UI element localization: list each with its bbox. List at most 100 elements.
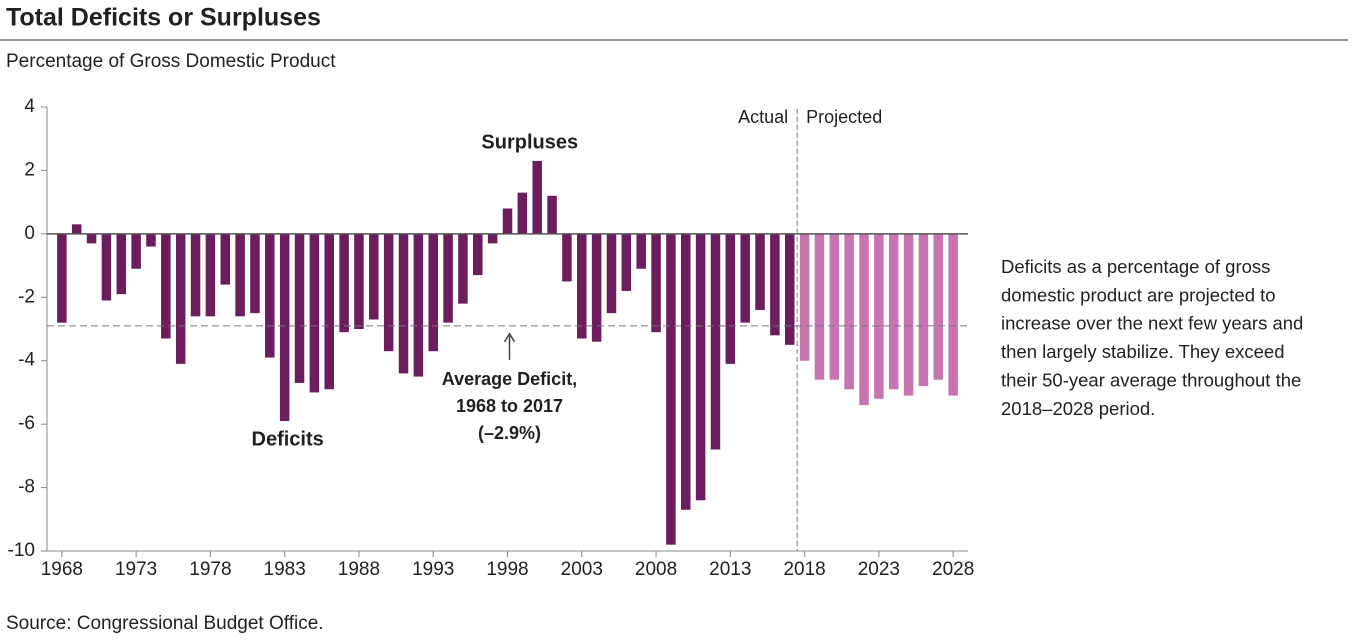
bar <box>161 233 171 339</box>
bar <box>309 233 320 393</box>
bar <box>175 233 186 364</box>
bar <box>799 233 810 361</box>
bar <box>369 233 379 320</box>
bar <box>339 233 349 333</box>
x-tick-label: 2008 <box>635 559 677 580</box>
side-note: Deficits as a percentage of gross <box>1001 256 1270 277</box>
x-tick-label: 1998 <box>486 559 528 580</box>
x-tick-label: 1993 <box>412 559 454 580</box>
bar <box>250 233 260 314</box>
bar <box>487 233 498 244</box>
bar <box>755 233 765 310</box>
bar <box>220 233 231 285</box>
chart-title: Total Deficits or Surpluses <box>6 4 321 32</box>
side-note: then largely stabilize. They exceed <box>1001 341 1285 362</box>
x-tick-label: 1983 <box>264 559 306 580</box>
bar <box>740 233 750 323</box>
bar <box>948 233 958 396</box>
side-note: 2018–2028 period. <box>1001 398 1155 419</box>
x-tick-label: 1978 <box>189 559 231 580</box>
bar <box>354 233 364 329</box>
bar <box>57 233 67 323</box>
bar <box>398 233 409 374</box>
x-tick-label: 2013 <box>709 559 751 580</box>
average-label: (–2.9%) <box>478 423 541 443</box>
bar <box>859 233 869 406</box>
bar <box>86 233 97 244</box>
bar <box>888 233 899 390</box>
y-tick-label: -8 <box>18 477 35 498</box>
bar <box>710 233 721 450</box>
bar <box>829 233 840 380</box>
bar <box>324 233 334 390</box>
x-tick-label: 1988 <box>338 559 380 580</box>
bar <box>458 233 468 304</box>
x-tick-label: 1968 <box>41 559 83 580</box>
bar <box>294 233 305 383</box>
y-tick-label: 2 <box>24 159 35 180</box>
bar <box>547 195 557 234</box>
bar <box>413 233 424 377</box>
bar <box>146 233 156 247</box>
bar <box>695 233 706 501</box>
average-arrowhead <box>503 332 516 343</box>
source: Source: Congressional Budget Office. <box>6 613 324 634</box>
average-label: 1968 to 2017 <box>456 396 563 416</box>
y-tick-label: -4 <box>18 350 35 371</box>
x-tick-label: 1973 <box>115 559 157 580</box>
bar <box>681 233 691 510</box>
bar <box>606 233 617 314</box>
bar <box>844 233 854 390</box>
x-tick-label: 2023 <box>858 559 900 580</box>
bar <box>443 233 453 323</box>
bar <box>591 233 602 342</box>
legend-actual: Actual <box>738 107 788 127</box>
bar <box>933 233 944 380</box>
y-tick-label: 4 <box>24 96 35 117</box>
bar <box>502 208 513 234</box>
bar <box>903 233 914 396</box>
bar <box>784 233 795 345</box>
bar <box>101 233 112 301</box>
bar <box>428 233 438 352</box>
y-tick-label: -6 <box>18 413 35 434</box>
bar <box>517 192 528 234</box>
chart-subtitle: Percentage of Gross Domestic Product <box>6 51 336 72</box>
y-tick-label: 0 <box>24 223 35 244</box>
bar <box>131 233 141 269</box>
bar <box>532 160 542 234</box>
y-tick-label: -2 <box>18 286 35 307</box>
bar <box>725 233 736 364</box>
side-note: increase over the next few years and <box>1001 313 1303 334</box>
y-tick-label: -10 <box>8 540 35 561</box>
bar <box>918 233 929 387</box>
bar <box>205 233 216 317</box>
bar <box>621 233 632 291</box>
x-tick-label: 2018 <box>783 559 825 580</box>
side-note: their 50-year average throughout the <box>1001 369 1301 390</box>
legend-projected: Projected <box>806 107 882 127</box>
bar <box>71 224 82 234</box>
bar <box>235 233 245 317</box>
x-tick-label: 2028 <box>932 559 974 580</box>
side-note: domestic product are projected to <box>1001 284 1276 305</box>
bar <box>265 233 275 358</box>
bar <box>473 233 483 276</box>
annotation-surpluses: Surpluses <box>481 131 578 153</box>
bar <box>116 233 127 295</box>
average-label: Average Deficit, <box>442 369 577 389</box>
x-tick-label: 2003 <box>561 559 603 580</box>
bar <box>636 233 646 269</box>
bar <box>279 233 290 421</box>
bar <box>770 233 780 336</box>
bar <box>577 233 587 339</box>
bar <box>666 233 676 545</box>
annotation-deficits: Deficits <box>252 428 324 450</box>
bar <box>383 233 394 352</box>
bar <box>651 233 661 333</box>
bar <box>874 233 884 399</box>
bar <box>562 233 572 282</box>
bar <box>190 233 201 317</box>
bar <box>814 233 825 380</box>
